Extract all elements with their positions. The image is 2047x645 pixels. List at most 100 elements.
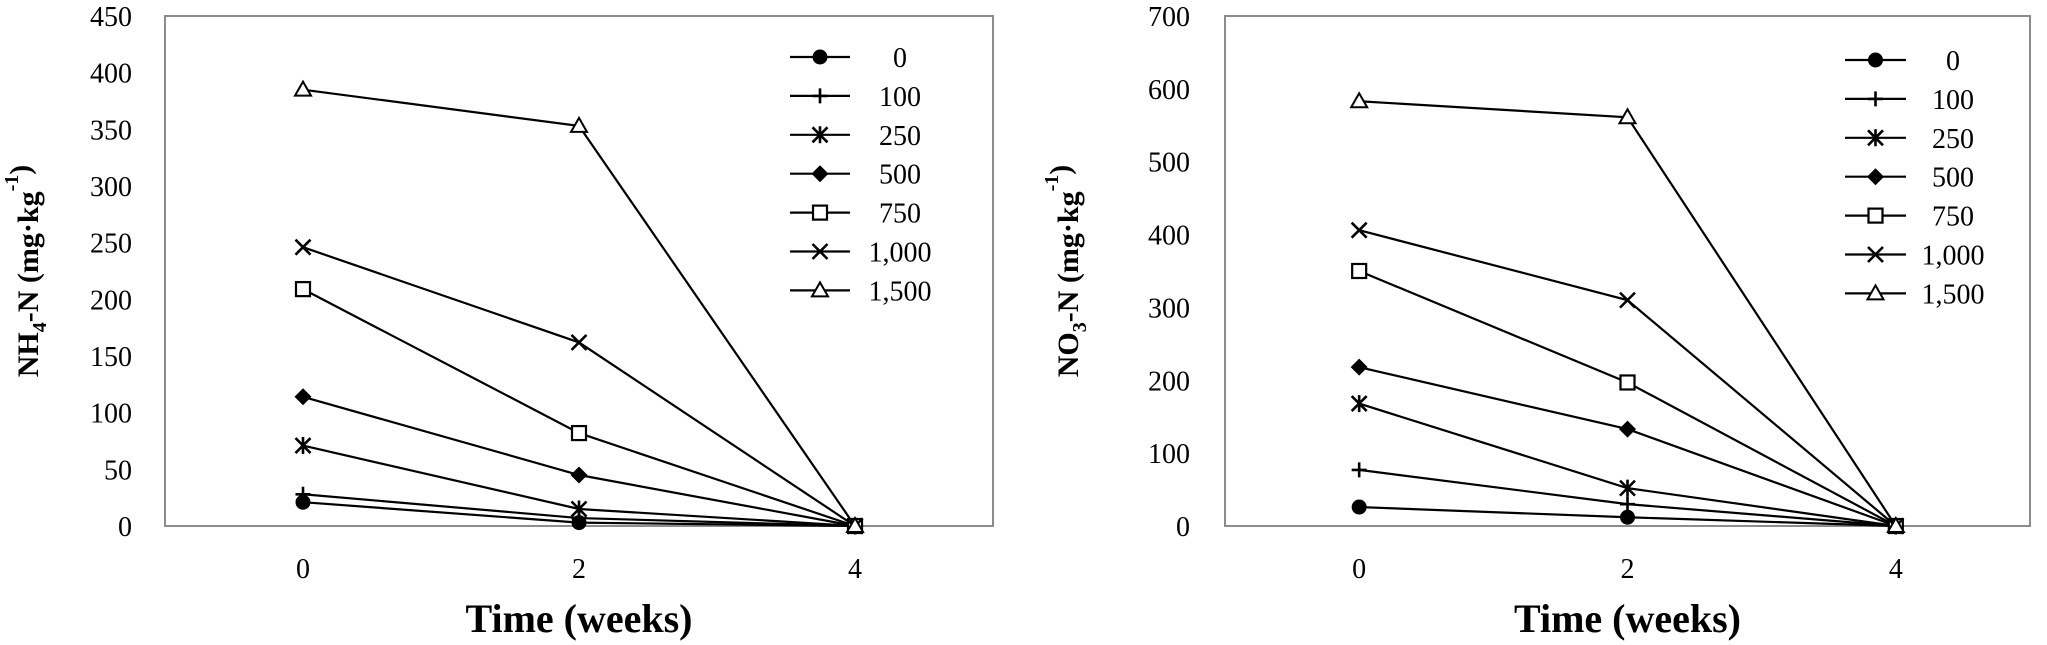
y-tick-label: 300 xyxy=(90,172,132,203)
y-axis-label: NH4-N (mg·kg-1) xyxy=(1,165,51,378)
data-point-diamond xyxy=(294,388,312,406)
y-axis-label-sup: -1 xyxy=(1,175,23,192)
y-tick-label: 200 xyxy=(90,285,132,316)
x-tick-label: 2 xyxy=(572,554,586,585)
data-point-plus xyxy=(1351,462,1367,478)
legend-label: 100 xyxy=(879,82,921,113)
y-axis-label-main: NH xyxy=(12,332,45,377)
y-tick-label: 100 xyxy=(90,399,132,430)
y-tick-label: 250 xyxy=(90,229,132,260)
y-tick-label: 300 xyxy=(1148,293,1190,324)
legend-label: 250 xyxy=(1932,124,1974,155)
y-axis-label-end: ) xyxy=(4,165,37,175)
data-point-triangle xyxy=(845,515,865,533)
series-1500 xyxy=(293,79,865,533)
data-point-square xyxy=(294,281,312,298)
y-tick-label: 600 xyxy=(1148,75,1190,106)
series-100 xyxy=(1351,462,1904,534)
data-point-square xyxy=(570,424,588,442)
y-axis-label-sup: -1 xyxy=(1041,175,1063,192)
legend-entry: 1,500 xyxy=(790,276,932,307)
legend-marker-square xyxy=(1867,207,1884,224)
x-tick-label: 0 xyxy=(1352,554,1366,585)
data-point-diamond xyxy=(1350,358,1368,376)
legend-marker-triangle xyxy=(810,280,830,298)
legend-label: 1,500 xyxy=(1922,279,1985,310)
data-point-x xyxy=(1619,291,1636,309)
legend-entry: 1,500 xyxy=(1845,279,1985,310)
legend-label: 750 xyxy=(1932,202,1974,233)
y-tick-label: 400 xyxy=(90,59,132,90)
legend-marker-square xyxy=(811,204,829,221)
legend-label: 250 xyxy=(879,121,921,152)
y-tick-label: 350 xyxy=(90,115,132,146)
legend-entry: 1,000 xyxy=(1845,241,1985,272)
legend-label: 0 xyxy=(1946,46,1960,77)
y-tick-label: 500 xyxy=(1148,148,1190,179)
data-point-square xyxy=(1619,374,1636,391)
x-axis-label: Time (weeks) xyxy=(466,596,693,641)
y-tick-label: 150 xyxy=(90,342,132,373)
series-1500 xyxy=(1349,91,1906,533)
legend-marker-circle xyxy=(1868,52,1883,68)
legend-label: 1,000 xyxy=(869,238,932,269)
legend-label: 500 xyxy=(879,160,921,191)
series-line xyxy=(1359,100,1897,527)
data-point-star xyxy=(1350,395,1368,413)
data-point-triangle xyxy=(1617,107,1638,125)
data-point-plus xyxy=(295,486,311,502)
data-point-star xyxy=(294,437,312,455)
plot-frame xyxy=(164,15,994,527)
y-axis-label-sub: 4 xyxy=(29,322,51,332)
y-tick-label: 200 xyxy=(1148,366,1190,397)
legend-marker-diamond xyxy=(1867,168,1884,186)
data-point-star xyxy=(1619,479,1636,497)
data-point-square xyxy=(1351,262,1368,280)
y-axis-label-end: ) xyxy=(1044,165,1077,175)
legend-marker-x xyxy=(1867,246,1884,263)
y-tick-label: 100 xyxy=(1148,439,1190,470)
legend-marker-x xyxy=(811,243,829,260)
y-axis-label-sub: 3 xyxy=(1069,322,1091,332)
data-point-diamond xyxy=(570,466,588,484)
data-point-triangle xyxy=(1349,91,1369,109)
legend-marker-star xyxy=(1867,129,1884,147)
legend-entry: 0 xyxy=(790,43,907,74)
y-axis-label-main: NO xyxy=(1052,332,1085,377)
legend-entry: 250 xyxy=(1845,124,1974,155)
legend-label: 100 xyxy=(1932,85,1974,116)
legend-marker-plus xyxy=(812,88,828,104)
x-axis-label: Time (weeks) xyxy=(1514,596,1741,641)
data-point-diamond xyxy=(1619,420,1636,438)
y-tick-label: 0 xyxy=(1176,512,1190,543)
legend-entry: 1,000 xyxy=(790,238,932,269)
legend-label: 1,500 xyxy=(869,276,932,307)
legend-label: 500 xyxy=(1932,163,1974,194)
chart-2: 0 100 200 300 400 500 600 700 0 2 4 Time (weeks) NO3… xyxy=(1041,2,2031,641)
legend-entry: 500 xyxy=(790,160,921,191)
y-axis-label-rest: -N (mg·kg xyxy=(1052,191,1085,322)
legend-label: 1,000 xyxy=(1922,241,1985,272)
legend-entry: 0 xyxy=(1845,46,1960,77)
series-1000 xyxy=(294,238,864,535)
data-point-circle xyxy=(1620,509,1635,525)
legend-label: 0 xyxy=(893,43,907,74)
data-point-x xyxy=(294,238,312,256)
y-axis-label: NO3-N (mg·kg-1) xyxy=(1041,165,1091,378)
legend-marker-plus xyxy=(1868,91,1883,107)
legend-entry: 100 xyxy=(790,82,921,113)
data-point-x xyxy=(570,333,588,351)
legend-marker-triangle xyxy=(1865,283,1886,301)
x-tick-label: 2 xyxy=(1621,554,1635,585)
series-line xyxy=(302,246,856,527)
legend-entry: 250 xyxy=(790,121,921,152)
y-tick-label: 450 xyxy=(90,2,132,33)
y-tick-label: 700 xyxy=(1148,2,1190,33)
data-point-circle xyxy=(295,494,311,510)
data-point-triangle xyxy=(569,115,589,133)
data-point-circle xyxy=(1351,499,1367,515)
legend-entry: 500 xyxy=(1845,163,1974,194)
legend-marker-star xyxy=(811,126,829,144)
